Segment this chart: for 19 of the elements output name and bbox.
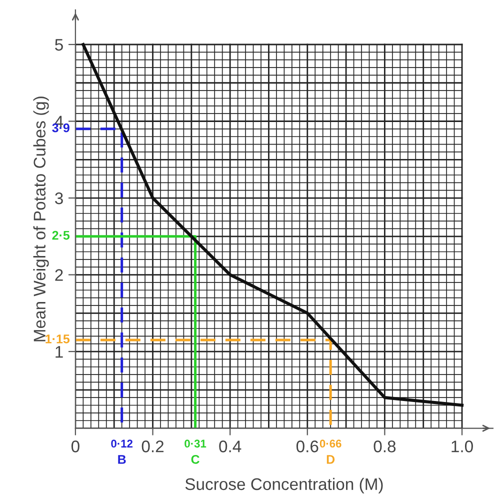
annotation: 0·66 (320, 440, 342, 448)
annotation: D (326, 455, 335, 464)
x-tick-label: 1.0 (452, 440, 473, 452)
line-series (82, 42, 464, 407)
x-tick-label: 0.6 (296, 440, 318, 452)
y-tick-label: 1 (56, 346, 63, 358)
annotation: 0·12 (111, 440, 133, 448)
annotation: 2·5 (52, 230, 70, 240)
y-tick-label: 5 (55, 39, 63, 51)
y-tick-label: 3 (55, 192, 63, 204)
x-tick-label: 0.2 (142, 440, 164, 452)
y-tick-label: 2 (55, 269, 63, 281)
annotation: B (118, 455, 126, 464)
x-tick-label: 0.4 (219, 440, 242, 452)
annotation: 0·31 (184, 440, 206, 448)
annotation: C (191, 455, 200, 464)
x-axis-title: Sucrose Concentration (M) (185, 478, 383, 494)
x-tick-label: 0.8 (374, 440, 396, 452)
x-tick-label: 0 (71, 440, 80, 452)
